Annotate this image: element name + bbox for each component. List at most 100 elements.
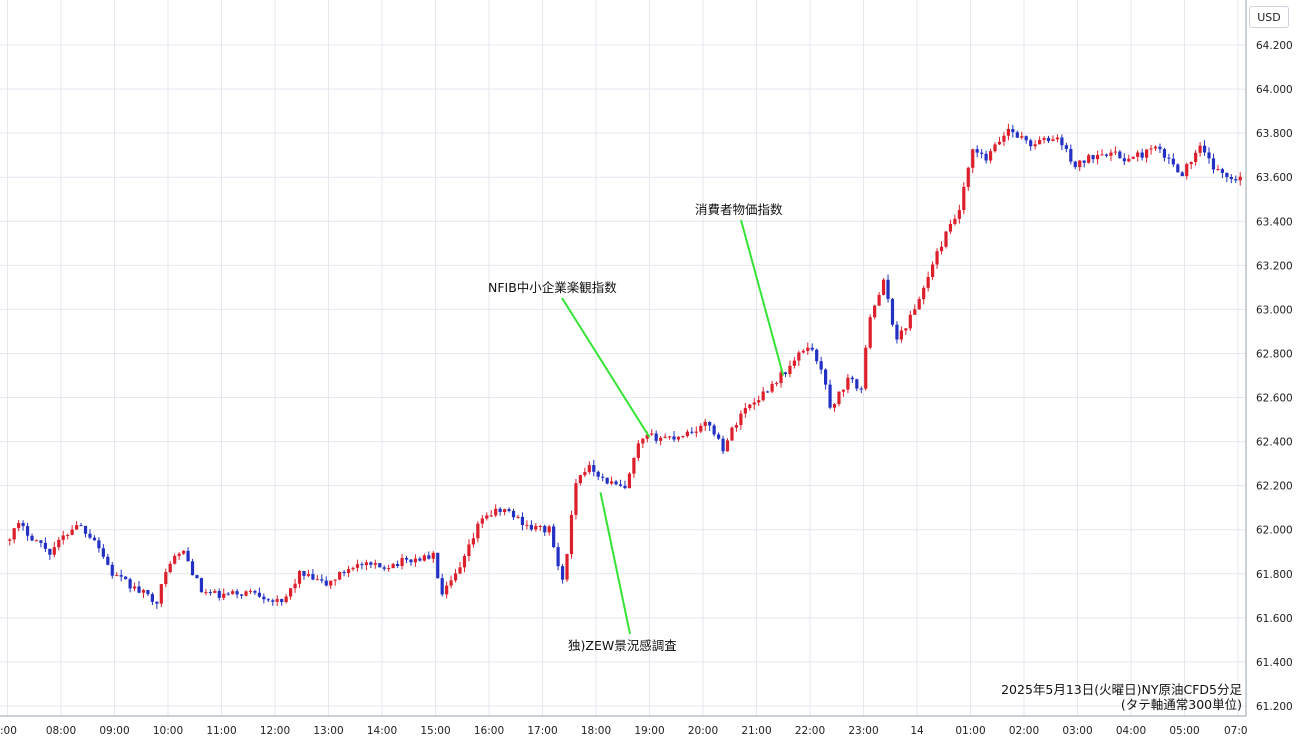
candle — [306, 569, 311, 578]
candle-body — [489, 515, 493, 517]
candle-body — [1194, 152, 1198, 163]
candle-body — [663, 436, 667, 438]
candle — [1131, 156, 1135, 160]
candle-body — [1202, 145, 1207, 153]
candle-body — [792, 360, 796, 366]
candle-body — [1011, 129, 1015, 133]
candle — [752, 397, 756, 410]
candle — [993, 142, 997, 153]
candle — [57, 537, 61, 551]
candle-body — [1055, 137, 1060, 140]
candle-body — [413, 558, 418, 563]
candle — [810, 343, 814, 352]
candle-body — [721, 438, 725, 452]
candle — [226, 592, 230, 596]
candle-body — [177, 553, 181, 556]
candle — [146, 589, 150, 597]
candle — [43, 537, 47, 552]
candle — [1127, 154, 1131, 163]
candle — [739, 410, 743, 430]
candle — [355, 559, 360, 572]
candle-body — [351, 567, 355, 570]
candle-body — [1082, 160, 1086, 163]
candle — [984, 150, 988, 164]
candle-body — [1198, 145, 1202, 153]
candle — [289, 588, 293, 600]
candle-body — [618, 484, 623, 486]
candle-body — [578, 475, 582, 484]
candle — [66, 533, 70, 540]
candle — [235, 588, 239, 599]
candle-body — [1006, 129, 1010, 136]
candle — [396, 560, 400, 569]
candle-body — [97, 540, 101, 549]
candle-body — [627, 473, 632, 489]
candle — [766, 390, 770, 393]
currency-badge[interactable]: USD — [1249, 6, 1289, 28]
candle — [199, 577, 204, 593]
candle-body — [271, 600, 275, 602]
x-tick-label: 03:00 — [1062, 725, 1092, 737]
candle-body — [57, 539, 61, 548]
candle-body — [886, 279, 890, 299]
candle — [1011, 124, 1015, 138]
candle — [614, 479, 618, 486]
candle — [1024, 135, 1028, 144]
candle-body — [1149, 148, 1153, 150]
candle-body — [766, 391, 770, 393]
candle — [520, 512, 525, 531]
candle-body — [257, 592, 261, 597]
candle-body — [819, 361, 823, 370]
candle-body — [703, 421, 707, 426]
time-axis[interactable]: :00 08:00 09:00 10:00 11:00 12:00 13:00 14:00 15… — [0, 725, 1248, 737]
candle — [1189, 161, 1193, 170]
candle-body — [34, 540, 39, 542]
candle — [382, 565, 386, 572]
candle-body — [320, 579, 324, 581]
candle-body — [984, 153, 988, 161]
candle — [507, 507, 511, 513]
candle-body — [560, 566, 565, 580]
x-tick-label: :00 — [0, 725, 17, 737]
candle-body — [1046, 137, 1051, 142]
candle-body — [948, 223, 953, 232]
candle-body — [369, 562, 373, 565]
candle-body — [378, 563, 382, 568]
x-tick-label: 08:00 — [46, 725, 76, 737]
candle-body — [939, 246, 944, 252]
candle-body — [373, 563, 377, 565]
candle-body — [846, 377, 850, 390]
candle — [908, 310, 912, 332]
x-tick-label: 02:00 — [1009, 725, 1039, 737]
candle-body — [850, 377, 854, 380]
price-axis[interactable]: 61.200 61.400 61.600 61.800 62.000 62.200 62.4… — [1256, 40, 1293, 713]
candle — [387, 564, 391, 572]
candle-body — [1136, 152, 1140, 157]
candle — [351, 566, 355, 572]
candle — [275, 595, 279, 606]
candle-body — [8, 539, 12, 541]
candle — [672, 431, 676, 442]
candle — [409, 558, 413, 566]
candle — [1122, 153, 1126, 166]
candle — [904, 328, 908, 336]
candle — [400, 554, 404, 570]
candle — [565, 553, 569, 582]
candle-body — [1229, 177, 1233, 180]
candle — [552, 523, 556, 549]
candle-body — [712, 425, 716, 435]
candle-body — [1167, 157, 1171, 159]
candle-body — [293, 583, 297, 589]
candle — [997, 136, 1002, 146]
y-tick-label: 62.200 — [1256, 481, 1293, 493]
candle — [213, 588, 217, 594]
candle-body — [801, 350, 805, 353]
candle — [797, 350, 801, 366]
candle — [458, 562, 462, 575]
candle-body — [957, 210, 961, 219]
candle — [257, 587, 261, 598]
candle-body — [52, 547, 56, 555]
candle — [1069, 144, 1073, 165]
candle — [1055, 134, 1060, 143]
candle — [404, 555, 409, 563]
